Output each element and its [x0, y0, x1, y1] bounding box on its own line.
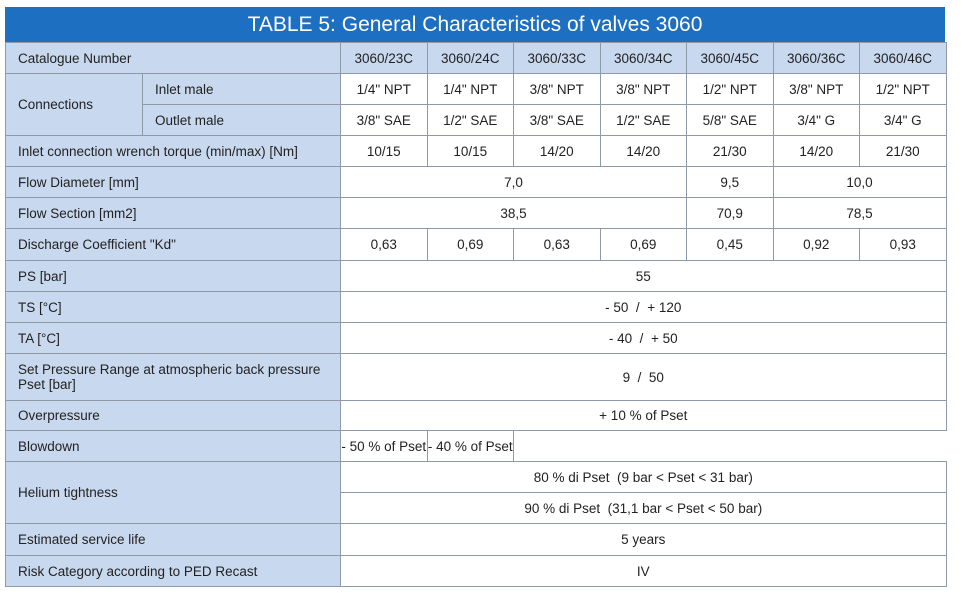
table-body: Catalogue Number 3060/23C 3060/24C 3060/33C…: [4, 42, 947, 587]
cell: - 40 / + 50: [340, 322, 947, 354]
row-label: Inlet connection wrench torque (min/max)…: [4, 135, 342, 167]
cell: 3/4" G: [859, 104, 947, 136]
cell: 3060/36C: [772, 42, 861, 74]
table-row: 90 % di Pset (31,1 bar < Pset < 50 bar): [6, 492, 947, 524]
cell: 14/20: [599, 135, 688, 167]
cell: 1/2" NPT: [859, 73, 947, 105]
cell: 78,5: [772, 197, 947, 229]
cell: 80 % di Pset (9 bar < Pset < 31 bar): [340, 461, 947, 493]
row-label: Flow Section [mm2]: [4, 197, 342, 229]
cell: 3060/34C: [599, 42, 688, 74]
row-label: Inlet male: [141, 73, 342, 105]
cell: 3/8" SAE: [513, 104, 601, 136]
table-row: Outlet male 3/8" SAE 1/2" SAE 3/8" SAE 1/2" …: [6, 104, 947, 136]
table-title: TABLE 5: General Characteristics of valv…: [5, 7, 945, 42]
cell: 1/2" SAE: [426, 104, 515, 136]
cell: - 40 % of Pset: [426, 430, 515, 462]
cell: + 10 % of Pset: [340, 400, 947, 431]
cell: 14/20: [513, 135, 601, 167]
table-row: Inlet connection wrench torque (min/max)…: [4, 135, 947, 167]
cell: 0,92: [772, 228, 861, 261]
row-label: Risk Category according to PED Recast: [4, 555, 342, 587]
cell: 1/4" NPT: [426, 73, 515, 105]
table-row: Helium tightness 80 % di Pset (9 bar < Ps…: [4, 461, 947, 524]
cell: 9 / 50: [340, 353, 947, 401]
row-label: Set Pressure Range at atmospheric back p…: [4, 353, 342, 401]
cell: 21/30: [686, 135, 774, 167]
cell: 0,69: [599, 228, 688, 261]
row-label: TS [°C]: [4, 291, 342, 323]
cell: - 50 / + 120: [340, 291, 947, 323]
row-label: Connections: [5, 73, 143, 136]
cell: 3060/33C: [513, 42, 601, 74]
cell: 3060/23C: [340, 42, 428, 74]
cell: 10/15: [426, 135, 515, 167]
cell: 5 years: [340, 523, 947, 556]
cell: 0,63: [340, 228, 428, 261]
cell: 1/2" NPT: [686, 73, 774, 105]
table-row: Flow Section [mm2] 38,5 70,9 78,5: [4, 197, 947, 229]
row-label: Discharge Coefficient "Kd": [4, 228, 342, 261]
cell: 14/20: [772, 135, 861, 167]
row-label: Blowdown: [4, 430, 342, 462]
cell: IV: [340, 555, 947, 587]
table-row: TA [°C] - 40 / + 50: [4, 322, 947, 354]
row-label: Estimated service life: [4, 523, 342, 556]
cell: 10/15: [340, 135, 428, 167]
table-row: Blowdown - 50 % of Pset - 40 % of Pset: [4, 430, 947, 462]
cell: 0,93: [859, 228, 947, 261]
cell: 38,5: [340, 197, 688, 229]
table-row: Estimated service life 5 years: [4, 523, 947, 556]
characteristics-table: Catalogue Number 3060/23C 3060/24C 3060/33C…: [4, 42, 947, 587]
table-row: TS [°C] - 50 / + 120: [4, 291, 947, 323]
cell: 55: [340, 260, 947, 292]
cell: 7,0: [340, 166, 688, 198]
cell: 90 % di Pset (31,1 bar < Pset < 50 bar): [340, 492, 947, 524]
cell: 3060/46C: [859, 42, 947, 74]
table-row: Set Pressure Range at atmospheric back p…: [4, 353, 947, 401]
row-label: Outlet male: [141, 104, 342, 136]
cell: 3/8" SAE: [340, 104, 428, 136]
cell: 1/4" NPT: [340, 73, 428, 105]
cell: 3/8" NPT: [599, 73, 688, 105]
cell: 0,63: [513, 228, 601, 261]
table-row: Overpressure + 10 % of Pset: [4, 400, 947, 431]
table-row: Catalogue Number 3060/23C 3060/24C 3060/33C…: [4, 42, 947, 74]
cell: 3060/45C: [686, 42, 774, 74]
table-row: Flow Diameter [mm] 7,0 9,5 10,0: [4, 166, 947, 198]
row-label: Flow Diameter [mm]: [4, 166, 342, 198]
table-row: Risk Category according to PED Recast IV: [4, 555, 947, 587]
row-label: Overpressure: [4, 400, 342, 431]
cell: 1/2" SAE: [599, 104, 688, 136]
table-row: Discharge Coefficient "Kd" 0,63 0,69 0,63 0,…: [4, 228, 947, 261]
cell: 3/8" NPT: [513, 73, 601, 105]
cell: 0,45: [686, 228, 774, 261]
row-label: Helium tightness: [4, 461, 342, 524]
cell: 10,0: [772, 166, 947, 198]
row-label: PS [bar]: [4, 260, 342, 292]
cell: 3/8" NPT: [772, 73, 861, 105]
table-row: PS [bar] 55: [4, 260, 947, 292]
row-label: TA [°C]: [4, 322, 342, 354]
cell: 21/30: [859, 135, 947, 167]
cell: 5/8" SAE: [686, 104, 774, 136]
table-row: Connections Inlet male 1/4" NPT 1/4" NPT 3/8…: [5, 73, 947, 136]
cell: 9,5: [686, 166, 774, 198]
cell: 3/4" G: [772, 104, 861, 136]
cell: 3060/24C: [426, 42, 515, 74]
cell: 70,9: [686, 197, 774, 229]
cell: 0,69: [426, 228, 515, 261]
row-label: Catalogue Number: [4, 42, 342, 74]
cell: - 50 % of Pset: [340, 430, 428, 462]
